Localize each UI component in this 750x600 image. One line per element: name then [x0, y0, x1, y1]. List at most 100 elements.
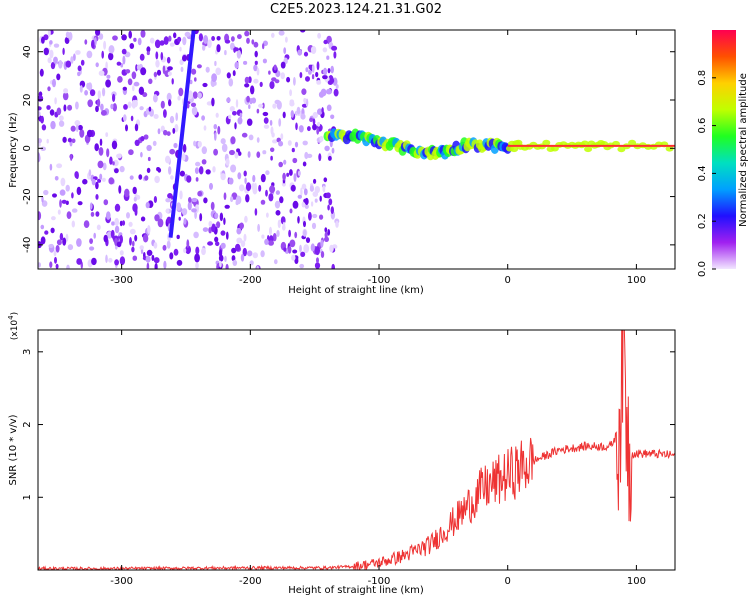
noise-dot — [167, 71, 172, 76]
noise-dot — [142, 234, 149, 243]
noise-dot — [300, 251, 306, 257]
noise-dot — [303, 229, 307, 237]
noise-dot — [215, 112, 219, 118]
noise-dot — [95, 105, 99, 113]
noise-dot — [53, 250, 57, 257]
noise-dot — [139, 53, 145, 61]
noise-dot — [219, 260, 222, 268]
noise-dot — [201, 115, 206, 121]
noise-dot — [173, 142, 178, 149]
noise-dot — [233, 47, 240, 52]
noise-dot — [124, 188, 130, 198]
noise-dot — [297, 170, 301, 176]
noise-dot — [43, 189, 49, 196]
noise-dot — [272, 233, 277, 242]
noise-dot — [137, 37, 142, 46]
noise-dot — [285, 36, 288, 43]
noise-dot — [105, 79, 111, 88]
noise-dot — [100, 110, 107, 116]
noise-dot — [246, 118, 253, 126]
chirp-streak — [168, 30, 196, 238]
noise-dot — [201, 159, 207, 165]
noise-dot — [324, 236, 329, 242]
x-tick-label: 100 — [627, 275, 646, 286]
noise-dot — [197, 92, 202, 99]
noise-dot — [218, 254, 224, 262]
noise-dot — [269, 185, 276, 194]
noise-dot — [270, 147, 275, 153]
noise-dot — [272, 139, 278, 144]
noise-dot — [273, 64, 277, 71]
noise-dot — [289, 169, 293, 176]
noise-dot — [203, 125, 207, 131]
noise-dot — [152, 140, 157, 146]
noise-dot — [276, 230, 280, 237]
noise-dot — [212, 166, 216, 173]
noise-dot — [317, 121, 321, 127]
noise-dot — [286, 76, 291, 83]
noise-dot — [74, 120, 81, 126]
noise-dot — [295, 256, 299, 262]
noise-dot — [274, 79, 280, 84]
noise-dot — [231, 247, 237, 254]
noise-dot — [112, 35, 118, 41]
noise-dot — [174, 124, 179, 133]
noise-dot — [169, 252, 174, 260]
noise-dot — [244, 30, 250, 37]
noise-dot — [217, 125, 221, 135]
noise-dot — [151, 254, 155, 261]
noise-dot — [171, 78, 174, 85]
noise-dot — [314, 246, 320, 256]
noise-dot — [261, 234, 265, 239]
noise-dot — [95, 181, 99, 190]
noise-dot — [292, 200, 299, 209]
noise-dot — [216, 221, 221, 229]
noise-dot — [230, 136, 236, 145]
noise-dot — [114, 168, 119, 174]
noise-dot — [89, 246, 95, 251]
noise-dot — [173, 248, 179, 256]
noise-dot — [65, 233, 69, 242]
noise-dot — [132, 255, 138, 261]
noise-dot — [251, 183, 256, 190]
noise-dot — [274, 99, 281, 105]
noise-dot — [140, 30, 146, 38]
noise-dot — [41, 196, 44, 203]
noise-dot — [146, 262, 150, 269]
noise-dot — [101, 50, 104, 59]
noise-dot — [154, 175, 160, 184]
snr-panel: -300 -200 -100 0 100 1 2 3 Height of straight … — [7, 312, 676, 596]
noise-dot — [242, 247, 247, 257]
noise-dot — [138, 86, 145, 96]
noise-dot — [215, 241, 220, 247]
noise-dot — [116, 61, 122, 66]
top-xlabel: Height of straight line (km) — [288, 285, 424, 296]
noise-dot — [247, 151, 251, 158]
noise-dot — [125, 124, 128, 132]
noise-dot — [62, 91, 69, 101]
noise-dot — [223, 192, 227, 200]
y-tick-label: -40 — [22, 237, 33, 253]
y-tick-label: 40 — [22, 45, 33, 58]
noise-dot — [223, 217, 226, 225]
noise-dot — [232, 111, 237, 116]
noise-dot — [322, 75, 328, 80]
noise-dot — [330, 65, 335, 74]
noise-dot — [160, 125, 165, 133]
noise-dot — [103, 234, 108, 243]
noise-dot — [98, 147, 104, 156]
x-tick-label: 0 — [505, 576, 511, 587]
noise-dot — [95, 30, 101, 36]
noise-dot — [55, 263, 59, 269]
noise-dot — [97, 90, 102, 99]
noise-dot — [260, 199, 266, 205]
noise-dot — [220, 230, 226, 236]
noise-dot — [97, 160, 104, 169]
noise-dot — [56, 73, 61, 81]
noise-dot — [110, 103, 114, 110]
noise-dot — [133, 81, 140, 87]
noise-dot — [129, 228, 136, 235]
noise-dot — [231, 36, 235, 42]
noise-dot — [108, 177, 115, 185]
noise-dot — [166, 131, 171, 137]
